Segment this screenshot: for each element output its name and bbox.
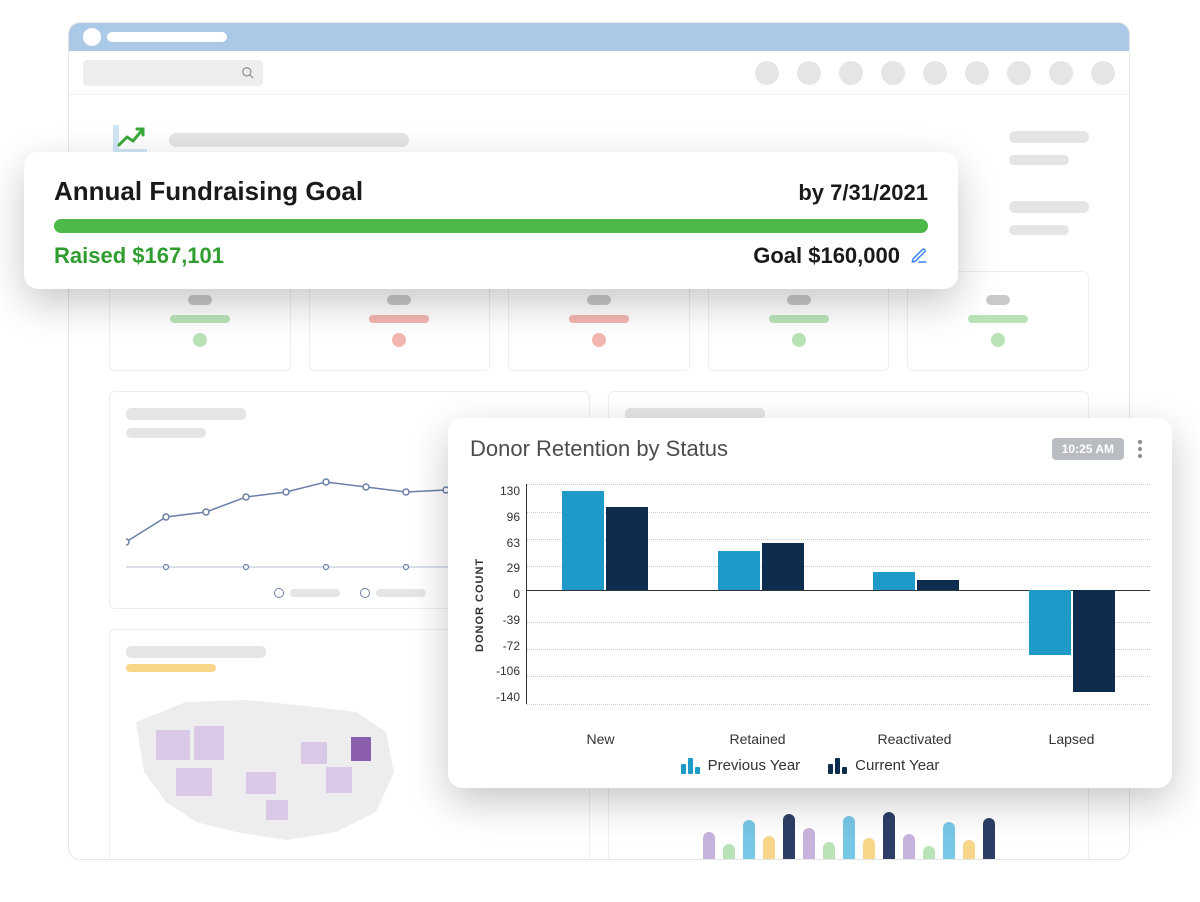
- toolbar-action-1[interactable]: [755, 61, 779, 85]
- browser-titlebar: [69, 23, 1129, 51]
- goal-title: Annual Fundraising Goal: [54, 176, 363, 207]
- bar-reactivated-prev: [873, 572, 915, 590]
- bar-lapsed-prev: [1029, 590, 1071, 655]
- legend-prev-label: Previous Year: [708, 757, 801, 774]
- goal-date: by 7/31/2021: [798, 180, 928, 206]
- mini-bar: [843, 816, 855, 860]
- mini-bar: [983, 818, 995, 860]
- legend-curr-label: Current Year: [855, 757, 939, 774]
- mini-bar: [723, 844, 735, 860]
- x-axis-labels: NewRetainedReactivatedLapsed: [522, 725, 1150, 747]
- side-ph-1: [1009, 131, 1089, 143]
- mini-bar: [763, 836, 775, 860]
- toolbar-action-8[interactable]: [1049, 61, 1073, 85]
- mini-bar: [943, 822, 955, 860]
- map-title-ph: [126, 646, 266, 658]
- goal-target: Goal $160,000: [753, 243, 900, 269]
- bar-new-curr: [606, 507, 648, 590]
- x-label-lapsed: Lapsed: [993, 725, 1150, 747]
- trend-title-ph: [126, 408, 246, 420]
- mini-bar: [863, 838, 875, 860]
- bar-reactivated-curr: [917, 580, 959, 590]
- mini-bar: [783, 814, 795, 860]
- mini-bar: [743, 820, 755, 860]
- bar-retained-prev: [718, 551, 760, 590]
- retention-title: Donor Retention by Status: [470, 436, 1052, 462]
- toolbar-action-3[interactable]: [839, 61, 863, 85]
- y-axis-ticks: 1309663290-39-72-106-140: [490, 484, 526, 704]
- x-label-new: New: [522, 725, 679, 747]
- window-control-dot[interactable]: [83, 28, 101, 46]
- map-sub-ph: [126, 664, 216, 672]
- page-title-placeholder: [169, 133, 409, 147]
- mini-bar: [883, 812, 895, 860]
- side-ph-2: [1009, 155, 1069, 165]
- app-toolbar: [69, 51, 1129, 95]
- mini-bar: [703, 832, 715, 860]
- annual-goal-card: Annual Fundraising Goal by 7/31/2021 Rai…: [24, 152, 958, 289]
- x-label-retained: Retained: [679, 725, 836, 747]
- mini-bar: [923, 846, 935, 860]
- legend-ph-1: [290, 589, 340, 597]
- trend-sub-ph: [126, 428, 206, 438]
- goal-progress-bar: [54, 219, 928, 233]
- retention-timestamp: 10:25 AM: [1052, 438, 1124, 460]
- mini-bar: [803, 828, 815, 860]
- legend-previous-year: Previous Year: [681, 757, 801, 774]
- bar-new-prev: [562, 491, 604, 590]
- side-ph-4: [1009, 225, 1069, 235]
- search-input[interactable]: [83, 60, 263, 86]
- mini-bar: [903, 834, 915, 860]
- retention-chart: [526, 484, 1150, 704]
- more-menu-icon[interactable]: [1130, 440, 1150, 458]
- search-icon: [241, 66, 255, 80]
- us-map: [126, 682, 406, 852]
- mini-bar: [823, 842, 835, 860]
- toolbar-action-7[interactable]: [1007, 61, 1031, 85]
- goal-raised: Raised $167,101: [54, 243, 224, 269]
- legend-current-year: Current Year: [828, 757, 939, 774]
- toolbar-action-9[interactable]: [1091, 61, 1115, 85]
- legend-ph-2: [376, 589, 426, 597]
- browser-url-placeholder: [107, 32, 227, 42]
- side-ph-3: [1009, 201, 1089, 213]
- x-label-reactivated: Reactivated: [836, 725, 993, 747]
- toolbar-action-4[interactable]: [881, 61, 905, 85]
- bar-lapsed-curr: [1073, 590, 1115, 692]
- toolbar-action-2[interactable]: [797, 61, 821, 85]
- edit-icon[interactable]: [910, 247, 928, 265]
- mini-bar: [963, 840, 975, 860]
- toolbar-action-6[interactable]: [965, 61, 989, 85]
- y-axis-label: DONOR COUNT: [470, 484, 490, 725]
- donor-retention-card: Donor Retention by Status 10:25 AM DONOR…: [448, 418, 1172, 788]
- chart-legend: Previous Year Current Year: [470, 757, 1150, 774]
- bar-retained-curr: [762, 543, 804, 590]
- toolbar-action-5[interactable]: [923, 61, 947, 85]
